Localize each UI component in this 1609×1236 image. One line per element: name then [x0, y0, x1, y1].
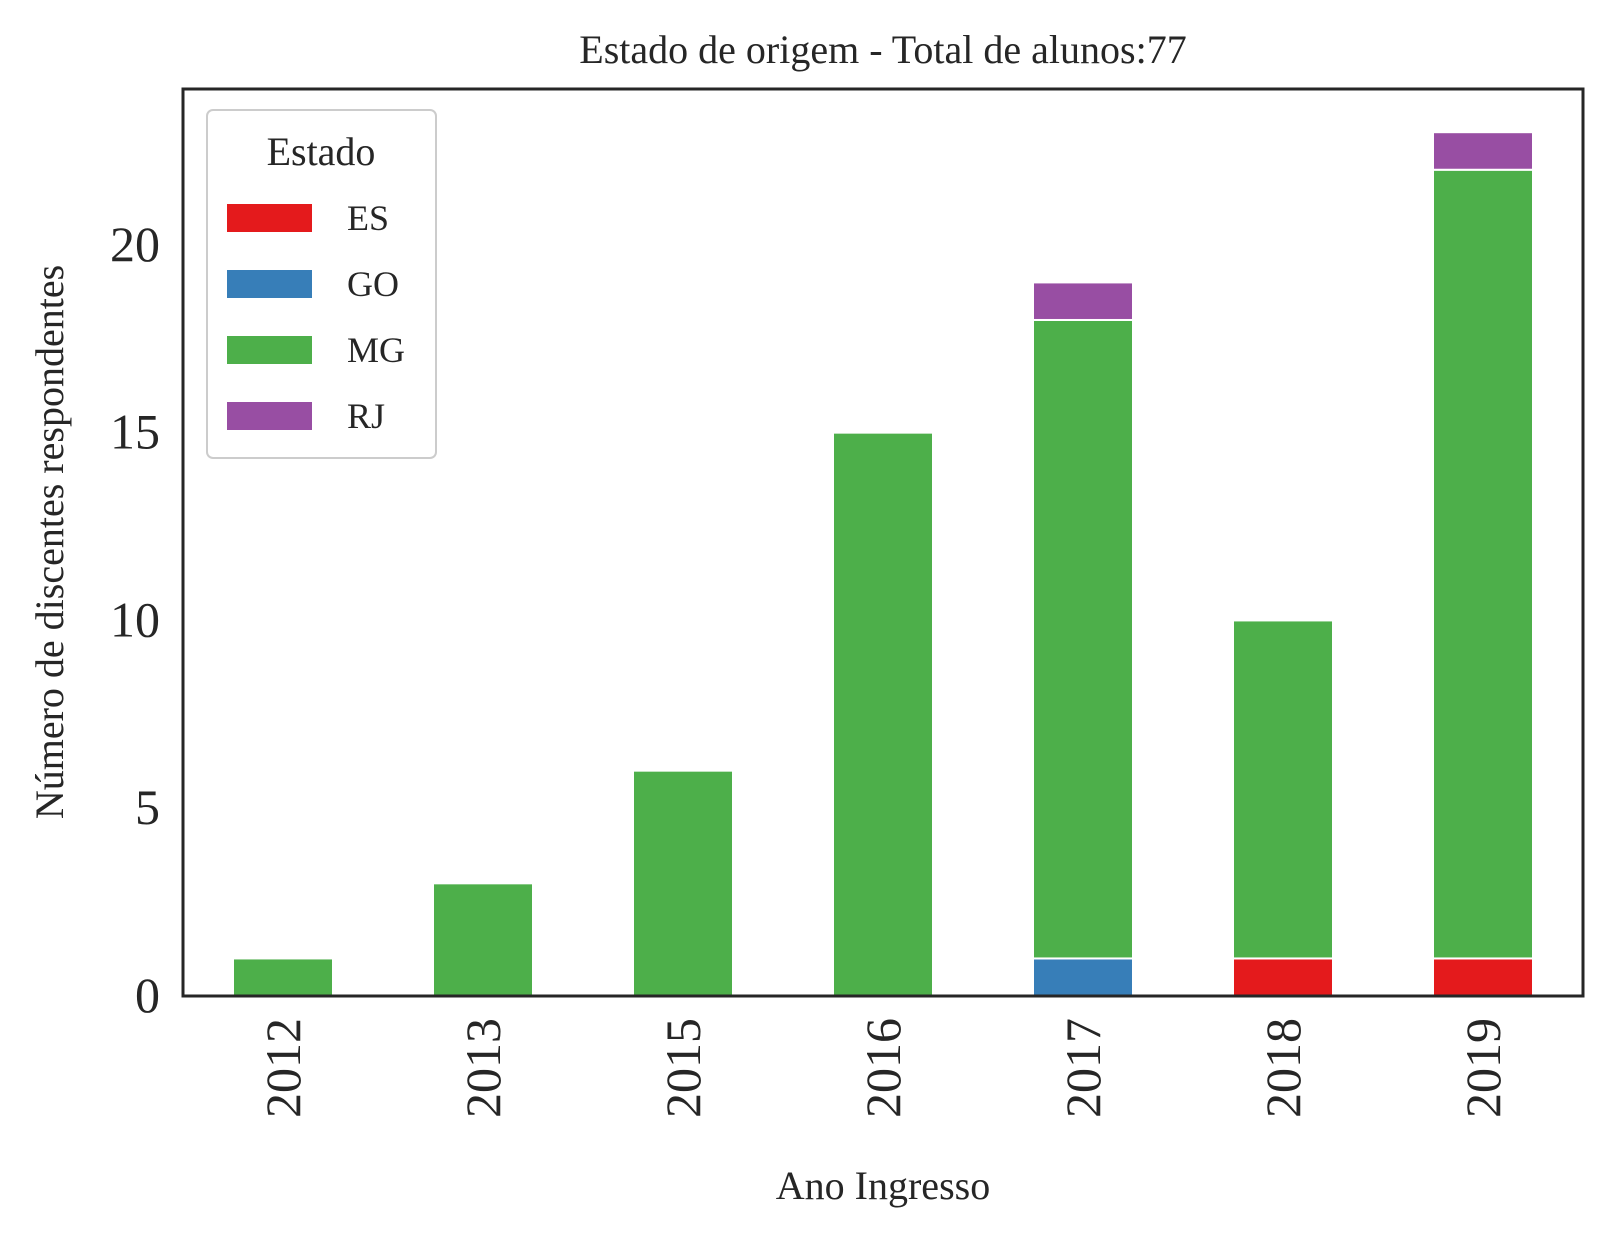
bar-mg-2019 — [1432, 168, 1534, 960]
legend-swatch-es — [227, 204, 312, 232]
legend-title: Estado — [267, 129, 376, 174]
x-tick-label: 2018 — [1255, 1018, 1311, 1118]
bar-mg-2017 — [1032, 318, 1134, 960]
y-tick-label: 15 — [110, 404, 160, 460]
bar-rj-2019 — [1432, 131, 1534, 171]
bar-mg-2013 — [432, 882, 534, 997]
x-axis-label: Ano Ingresso — [776, 1163, 990, 1208]
x-tick-label: 2016 — [855, 1018, 911, 1118]
y-tick-label: 10 — [110, 591, 160, 647]
legend-label-es: ES — [347, 198, 389, 238]
legend-swatch-mg — [227, 336, 312, 364]
legend-swatch-rj — [227, 402, 312, 430]
legend: Estado ES GO MG RJ — [206, 109, 437, 459]
legend-label-go: GO — [347, 264, 399, 304]
x-axis-ticks: 2012 2013 2015 2016 2017 2018 2019 — [255, 1018, 1511, 1118]
legend-label-mg: MG — [347, 330, 405, 370]
y-tick-label: 5 — [135, 779, 160, 835]
y-tick-label: 0 — [135, 967, 160, 1023]
y-tick-label: 20 — [110, 216, 160, 272]
bar-go-2017 — [1032, 957, 1134, 997]
y-axis-label: Número de discentes respondentes — [27, 265, 72, 819]
x-tick-label: 2013 — [455, 1018, 511, 1118]
bar-mg-2018 — [1232, 619, 1334, 960]
x-tick-label: 2017 — [1055, 1018, 1111, 1118]
bar-mg-2015 — [632, 769, 734, 997]
bar-mg-2016 — [832, 431, 934, 998]
legend-items: ES GO MG RJ — [227, 198, 405, 436]
legend-swatch-go — [227, 270, 312, 298]
y-axis-ticks: 0 5 10 15 20 — [110, 216, 160, 1023]
x-tick-label: 2012 — [255, 1018, 311, 1118]
bar-es-2018 — [1232, 957, 1334, 997]
bars-layer — [232, 131, 1534, 998]
plot-frame — [181, 87, 1585, 998]
bar-rj-2017 — [1032, 281, 1134, 321]
legend-label-rj: RJ — [347, 396, 385, 436]
chart-title: Estado de origem - Total de alunos:77 — [579, 27, 1186, 72]
legend-box — [206, 109, 437, 459]
bar-mg-2012 — [232, 957, 334, 997]
x-tick-label: 2015 — [655, 1018, 711, 1118]
bar-es-2019 — [1432, 957, 1534, 997]
x-tick-label: 2019 — [1455, 1018, 1511, 1118]
